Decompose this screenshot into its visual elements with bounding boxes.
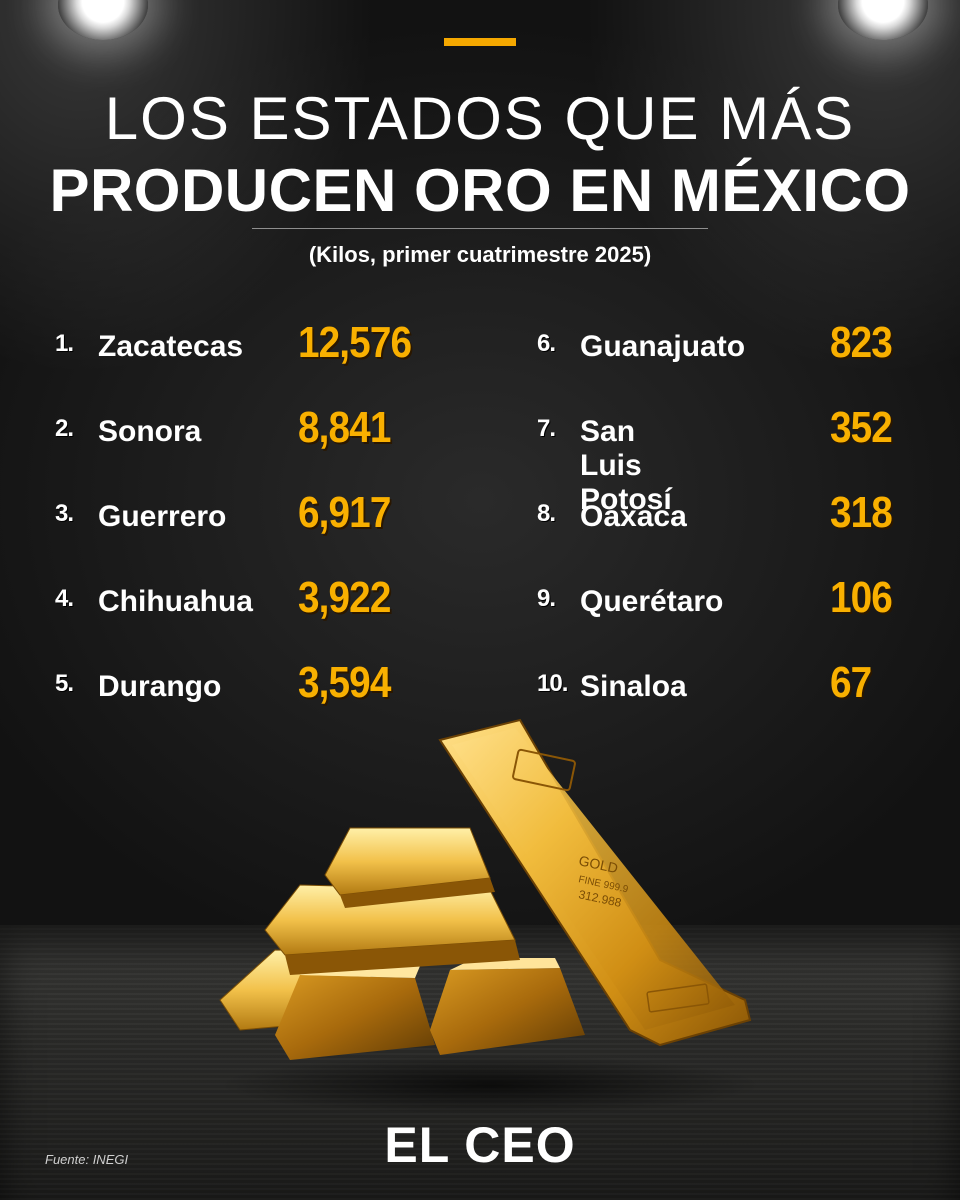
subtitle: (Kilos, primer cuatrimestre 2025) — [308, 242, 652, 267]
state-name: Querétaro — [580, 585, 724, 618]
rank-number: 2. — [55, 415, 74, 442]
rank-number: 3. — [55, 500, 74, 527]
title-line-1: LOS ESTADOS QUE MÁS — [104, 85, 856, 152]
gold-kilos-value: 3,594 — [298, 658, 391, 707]
gold-kilos-value: 318 — [830, 488, 893, 537]
gold-kilos-value: 352 — [830, 403, 893, 452]
rank-number: 7. — [537, 415, 556, 442]
gold-kilos-value: 106 — [830, 573, 893, 622]
state-name: Sonora — [98, 415, 202, 448]
accent-bar — [444, 38, 516, 46]
gold-kilos-value: 6,917 — [298, 488, 391, 537]
brand-logo: EL CEO — [384, 1117, 576, 1173]
gold-kilos-value: 823 — [830, 318, 893, 367]
title-line-2: PRODUCEN ORO EN MÉXICO — [49, 157, 911, 224]
rank-number: 9. — [537, 585, 556, 612]
state-name: Chihuahua — [98, 585, 253, 618]
rank-number: 8. — [537, 500, 556, 527]
gold-kilos-value: 67 — [830, 658, 872, 707]
state-name: Sinaloa — [580, 670, 687, 703]
rank-number: 5. — [55, 670, 74, 697]
state-name: Durango — [98, 670, 222, 703]
gold-kilos-value: 3,922 — [298, 573, 391, 622]
source-note: Fuente: INEGI — [45, 1152, 129, 1167]
title-divider — [252, 228, 708, 229]
rank-number: 4. — [55, 585, 74, 612]
rank-number: 10. — [537, 670, 568, 697]
rank-number: 1. — [55, 330, 74, 357]
state-name: Zacatecas — [98, 330, 244, 363]
gold-kilos-value: 8,841 — [298, 403, 391, 452]
gold-kilos-value: 12,576 — [298, 318, 412, 367]
rank-number: 6. — [537, 330, 556, 357]
gold-bars-illustration: GOLD FINE 999.9 312.988 — [190, 700, 770, 1120]
state-name: Guerrero — [98, 500, 227, 533]
state-name: Oaxaca — [580, 500, 687, 533]
state-name: Guanajuato — [580, 330, 746, 363]
state-name: San Luis Potosí — [580, 415, 672, 516]
